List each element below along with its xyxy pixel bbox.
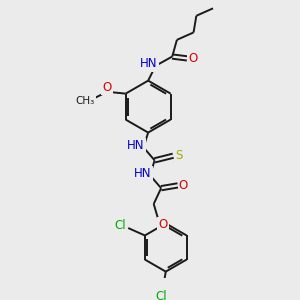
Text: HN: HN xyxy=(127,139,145,152)
Text: O: O xyxy=(179,179,188,192)
Text: Cl: Cl xyxy=(155,290,167,300)
Text: S: S xyxy=(175,149,182,162)
Text: O: O xyxy=(103,81,112,94)
Text: HN: HN xyxy=(134,167,151,180)
Text: HN: HN xyxy=(140,58,158,70)
Text: O: O xyxy=(188,52,197,65)
Text: O: O xyxy=(158,218,168,231)
Text: CH₃: CH₃ xyxy=(75,96,94,106)
Text: Cl: Cl xyxy=(114,219,126,232)
